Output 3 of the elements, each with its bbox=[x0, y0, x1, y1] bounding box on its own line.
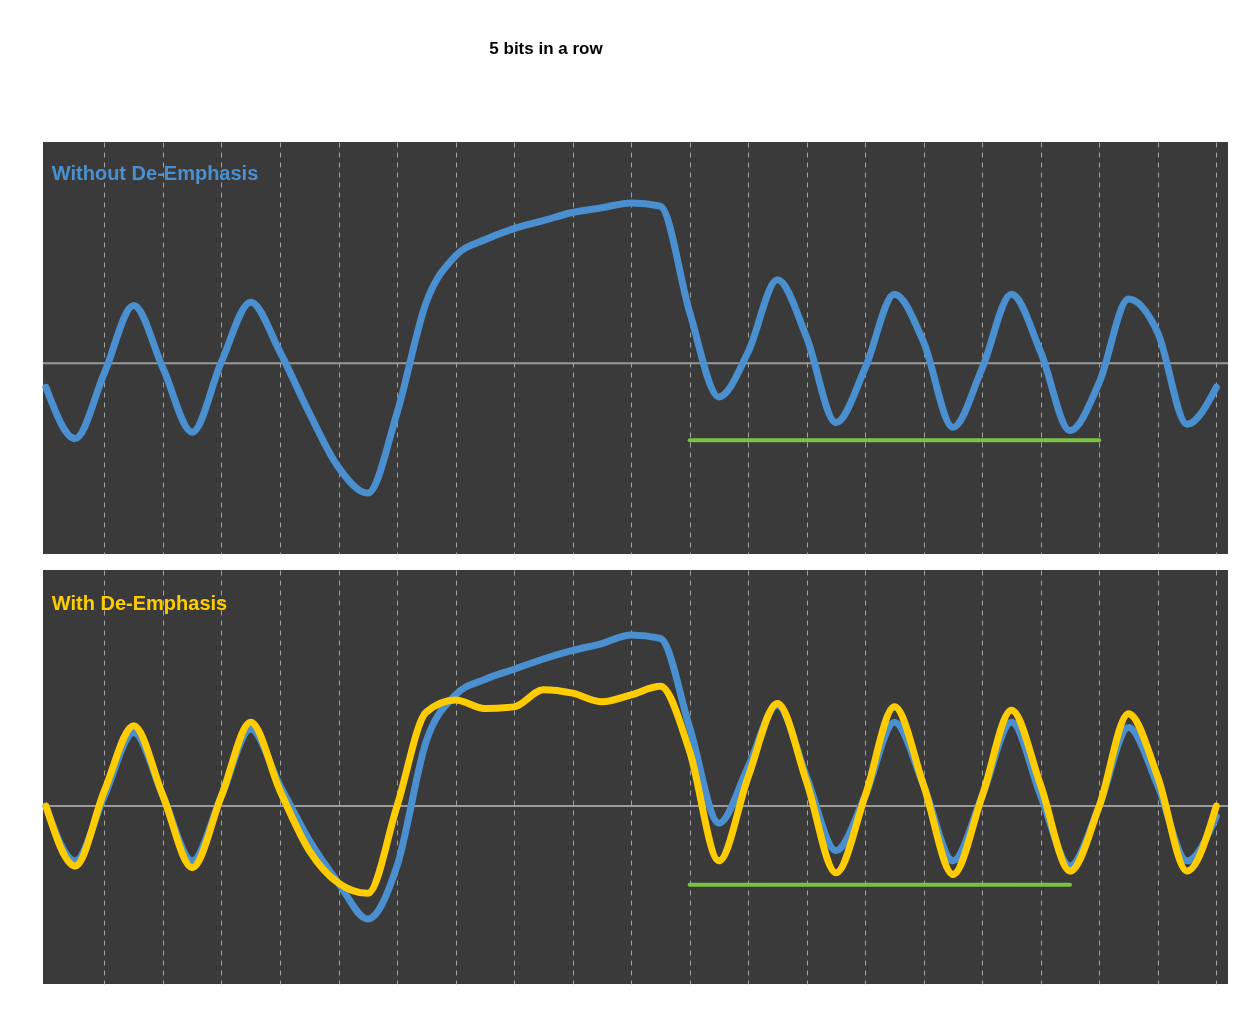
text: 5 bits in a row bbox=[489, 39, 604, 58]
text: With De-Emphasis bbox=[51, 592, 228, 615]
text: Without De-Emphasis bbox=[51, 162, 259, 185]
